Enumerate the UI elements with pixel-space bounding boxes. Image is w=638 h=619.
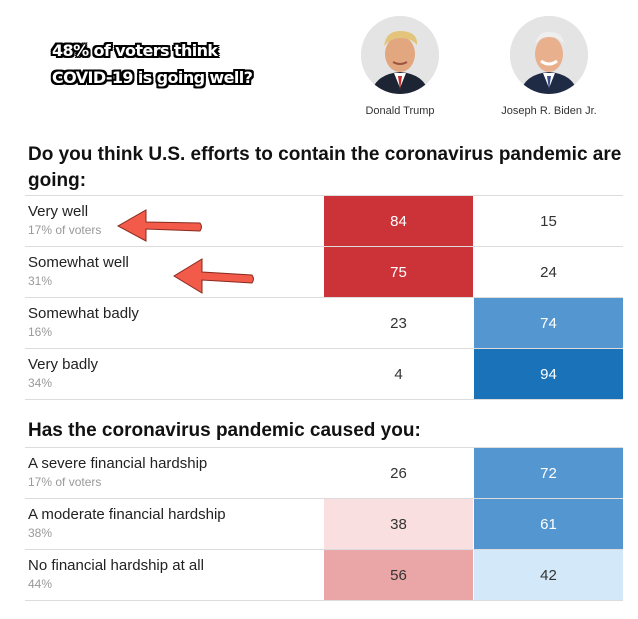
trump-value-cell: 38 <box>324 499 473 549</box>
q1-row: Somewhat well 31% 75 24 <box>25 246 623 297</box>
row-share: 17% of voters <box>28 223 102 237</box>
trump-value-cell: 84 <box>324 196 473 246</box>
q1-row: Very well 17% of voters 84 15 <box>25 195 623 246</box>
trump-value-cell: 4 <box>394 365 403 383</box>
arrow-icon-very-well <box>116 209 202 242</box>
q2-row: A severe financial hardship 17% of voters… <box>25 447 623 498</box>
row-label: Somewhat well <box>28 254 129 271</box>
biden-value-cell: 72 <box>474 448 623 498</box>
row-share: 17% of voters <box>28 475 102 489</box>
row-share: 34% <box>28 376 53 390</box>
question-2-title: Has the coronavirus pandemic caused you: <box>28 420 421 441</box>
biden-value-cell: 94 <box>474 349 623 399</box>
question-2-table: A severe financial hardship 17% of voters… <box>25 447 623 601</box>
row-share: 16% <box>28 325 53 339</box>
trump-value-cell: 26 <box>390 464 407 482</box>
row-share: 31% <box>28 274 53 288</box>
row-share: 44% <box>28 577 53 591</box>
q2-row: A moderate financial hardship 38% 38 61 <box>25 498 623 549</box>
biden-value-cell: 74 <box>474 298 623 348</box>
question-1-table: Very well 17% of voters 84 15 Somewhat well 3… <box>25 195 623 400</box>
trump-value-cell: 23 <box>390 314 407 332</box>
biden-value-cell: 42 <box>474 550 623 600</box>
q2-row: No financial hardship at all 44% 56 42 <box>25 549 623 601</box>
trump-value-cell: 56 <box>324 550 473 600</box>
meme-caption: 48% of voters think COVID-19 is going we… <box>52 37 253 91</box>
trump-value-cell: 75 <box>324 247 473 297</box>
trump-name: Donald Trump <box>365 105 435 117</box>
biden-value-cell: 24 <box>540 263 557 281</box>
candidate-trump: Donald Trump <box>330 16 470 117</box>
row-label: A moderate financial hardship <box>28 506 226 523</box>
biden-value-cell: 61 <box>474 499 623 549</box>
row-label: Very badly <box>28 356 99 373</box>
biden-avatar <box>510 16 588 94</box>
biden-name: Joseph R. Biden Jr. <box>501 105 597 117</box>
row-share: 38% <box>28 526 53 540</box>
row-label: Very well <box>28 203 89 220</box>
meme-caption-line-1: 48% of voters think <box>52 41 218 60</box>
row-label: No financial hardship at all <box>28 557 204 574</box>
biden-value-cell: 15 <box>540 212 557 230</box>
row-label: A severe financial hardship <box>28 455 208 472</box>
row-label: Somewhat badly <box>28 305 139 322</box>
q1-row: Very badly 34% 4 94 <box>25 348 623 400</box>
arrow-icon-somewhat-well <box>173 258 254 294</box>
q1-row: Somewhat badly 16% 23 74 <box>25 297 623 348</box>
question-1-title: Do you think U.S. efforts to contain the… <box>28 144 622 191</box>
meme-caption-line-2: COVID-19 is going well? <box>52 68 253 87</box>
trump-avatar <box>361 16 439 94</box>
candidate-biden: Joseph R. Biden Jr. <box>479 16 619 117</box>
